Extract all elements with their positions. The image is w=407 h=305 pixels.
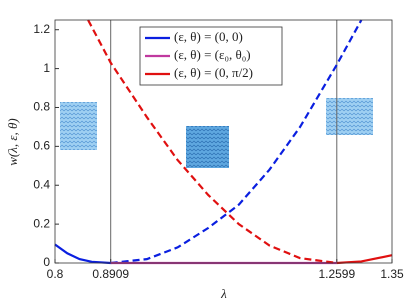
x-tick-label: 1.2599 xyxy=(318,267,355,281)
legend-label: (ε, θ) = (0, 0) xyxy=(174,29,243,44)
series-line xyxy=(87,19,337,265)
axes-frame xyxy=(54,19,393,264)
x-axis-label: λ xyxy=(220,286,227,301)
y-tick-label: 0.4 xyxy=(33,177,50,191)
y-tick-label: 1 xyxy=(43,61,50,75)
series-line xyxy=(110,19,363,265)
legend-label: (ε, θ) = (ε₀, θ₀) xyxy=(174,47,251,62)
y-tick-label: 1.2 xyxy=(33,22,50,36)
x-tick-label: 1.35 xyxy=(380,267,404,281)
y-tick-label: 0.2 xyxy=(33,216,50,230)
series-line xyxy=(336,254,393,265)
y-tick-label: 0 xyxy=(43,255,50,269)
y-axis-label: w(λ, ε, θ) xyxy=(5,118,20,165)
legend-label: (ε, θ) = (0, π/2) xyxy=(174,65,253,80)
y-tick-label: 0.6 xyxy=(33,139,50,153)
texture-image xyxy=(186,126,229,168)
x-tick-label: 0.8909 xyxy=(92,267,129,281)
series-line xyxy=(54,243,111,265)
texture-image xyxy=(326,98,373,135)
x-tick-label: 0.8 xyxy=(47,267,64,281)
y-tick-label: 0.8 xyxy=(33,100,50,114)
texture-image xyxy=(60,102,97,150)
